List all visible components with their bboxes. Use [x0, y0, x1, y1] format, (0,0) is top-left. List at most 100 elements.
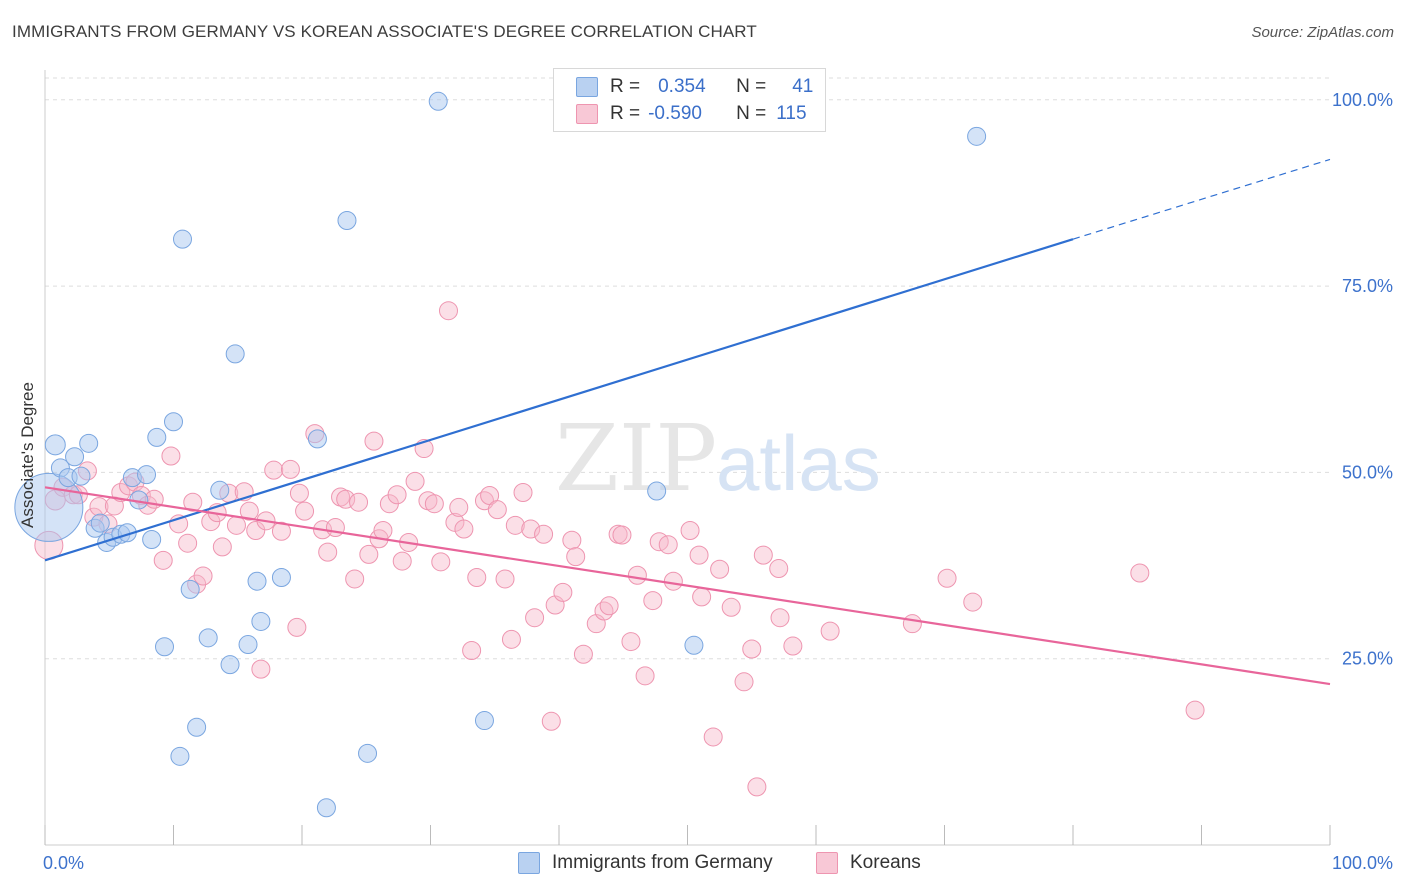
germany-point	[147, 427, 167, 447]
korean-point	[287, 617, 307, 637]
germany-swatch	[518, 852, 540, 874]
bottom-legend-germany: Immigrants from Germany	[518, 852, 773, 874]
tick-labels: 25.0% 50.0% 75.0% 100.0% 0.0% 100.0%	[43, 90, 1393, 873]
korean-point	[521, 519, 541, 539]
korean-point	[431, 552, 451, 572]
korean-point	[318, 542, 338, 562]
korean-point	[495, 569, 515, 589]
korean-point	[349, 492, 369, 512]
korean-point	[612, 525, 632, 545]
legend-n-value: 41	[792, 76, 814, 97]
korean-point	[280, 459, 300, 479]
legend-r-label: R =	[610, 103, 641, 124]
korean-point	[264, 460, 284, 480]
watermark-atlas: atlas	[716, 419, 881, 507]
bottom-legend-koreans-label: Koreans	[850, 852, 921, 873]
x-tick-label: 100.0%	[1332, 853, 1393, 873]
korean-point	[937, 568, 957, 588]
korean-point	[783, 636, 803, 656]
korean-point	[643, 591, 663, 611]
korean-swatch	[816, 852, 838, 874]
chart-source: Source: ZipAtlas.com	[1251, 24, 1394, 41]
x-tick-label: 0.0%	[43, 853, 84, 873]
korean-point	[680, 521, 700, 541]
korean-point	[541, 711, 561, 731]
korean-point	[747, 777, 767, 797]
legend-n-label: N =	[736, 103, 767, 124]
korean-point	[387, 485, 407, 505]
korean-point	[246, 521, 266, 541]
korean-point	[663, 571, 683, 591]
korean-point	[553, 582, 573, 602]
germany-point	[428, 91, 448, 111]
watermark: ZIP atlas	[555, 405, 881, 512]
korean-point	[734, 672, 754, 692]
germany-point	[247, 571, 267, 591]
germany-point	[251, 611, 271, 631]
legend-row-korean: R = -0.590 N = 115	[576, 101, 807, 127]
legend-r-value: 0.354	[658, 76, 706, 97]
germany-point	[358, 743, 378, 763]
correlation-legend: R = 0.354 N = 41 R = -0.590 N = 115	[553, 68, 826, 132]
y-tick-label: 100.0%	[1332, 90, 1393, 110]
korean-point	[325, 518, 345, 538]
korean-point	[212, 537, 232, 557]
korean-point	[178, 533, 198, 553]
germany-point	[90, 513, 110, 533]
korean-point	[331, 487, 351, 507]
korean-point	[689, 545, 709, 565]
korean-point	[703, 727, 723, 747]
korean-point	[721, 597, 741, 617]
korean-point	[770, 608, 790, 628]
germany-point	[647, 481, 667, 501]
watermark-zip: ZIP	[555, 405, 717, 512]
korean-point	[251, 659, 271, 679]
korean-point	[462, 641, 482, 661]
y-tick-label: 25.0%	[1342, 649, 1393, 669]
korean-point	[373, 521, 393, 541]
korean-point	[501, 629, 521, 649]
korean-point	[534, 524, 554, 544]
korean-point	[239, 501, 259, 521]
korean-point	[769, 559, 789, 579]
korean-point	[438, 301, 458, 321]
y-tick-label: 50.0%	[1342, 462, 1393, 482]
korean-point	[467, 567, 487, 587]
germany-trend-line	[44, 238, 1074, 562]
korean-point	[226, 515, 246, 535]
korean-point	[599, 596, 619, 616]
korean-point	[392, 551, 412, 571]
germany-point	[967, 126, 987, 146]
korean-point	[271, 521, 291, 541]
korean-point	[753, 545, 773, 565]
germany-point	[220, 655, 240, 675]
germany-point	[271, 567, 291, 587]
legend-r-value: -0.590	[648, 103, 702, 124]
korean-point	[562, 530, 582, 550]
korean-point	[1185, 700, 1205, 720]
korean-point	[902, 614, 922, 634]
korean-point	[692, 587, 712, 607]
germany-point	[79, 433, 99, 453]
korean-point	[820, 621, 840, 641]
korean-point	[153, 550, 173, 570]
germany-point	[210, 480, 230, 500]
korean-point	[627, 565, 647, 585]
legend-row-germany: R = 0.354 N = 41	[576, 74, 813, 100]
y-tick-label: 75.0%	[1342, 276, 1393, 296]
germany-point	[164, 412, 183, 432]
germany-point	[65, 447, 85, 467]
legend-n-value: 115	[776, 103, 807, 124]
korean-point	[573, 644, 593, 664]
germany-point	[307, 429, 327, 449]
korean-point	[710, 559, 730, 579]
germany-point	[238, 635, 258, 655]
germany-point	[180, 579, 200, 599]
korean-point	[513, 483, 533, 503]
korean-point	[183, 492, 203, 512]
germany-swatch	[576, 77, 598, 97]
germany-point	[155, 637, 175, 657]
korean-point	[658, 535, 678, 555]
bottom-legend-koreans: Koreans	[816, 852, 921, 874]
